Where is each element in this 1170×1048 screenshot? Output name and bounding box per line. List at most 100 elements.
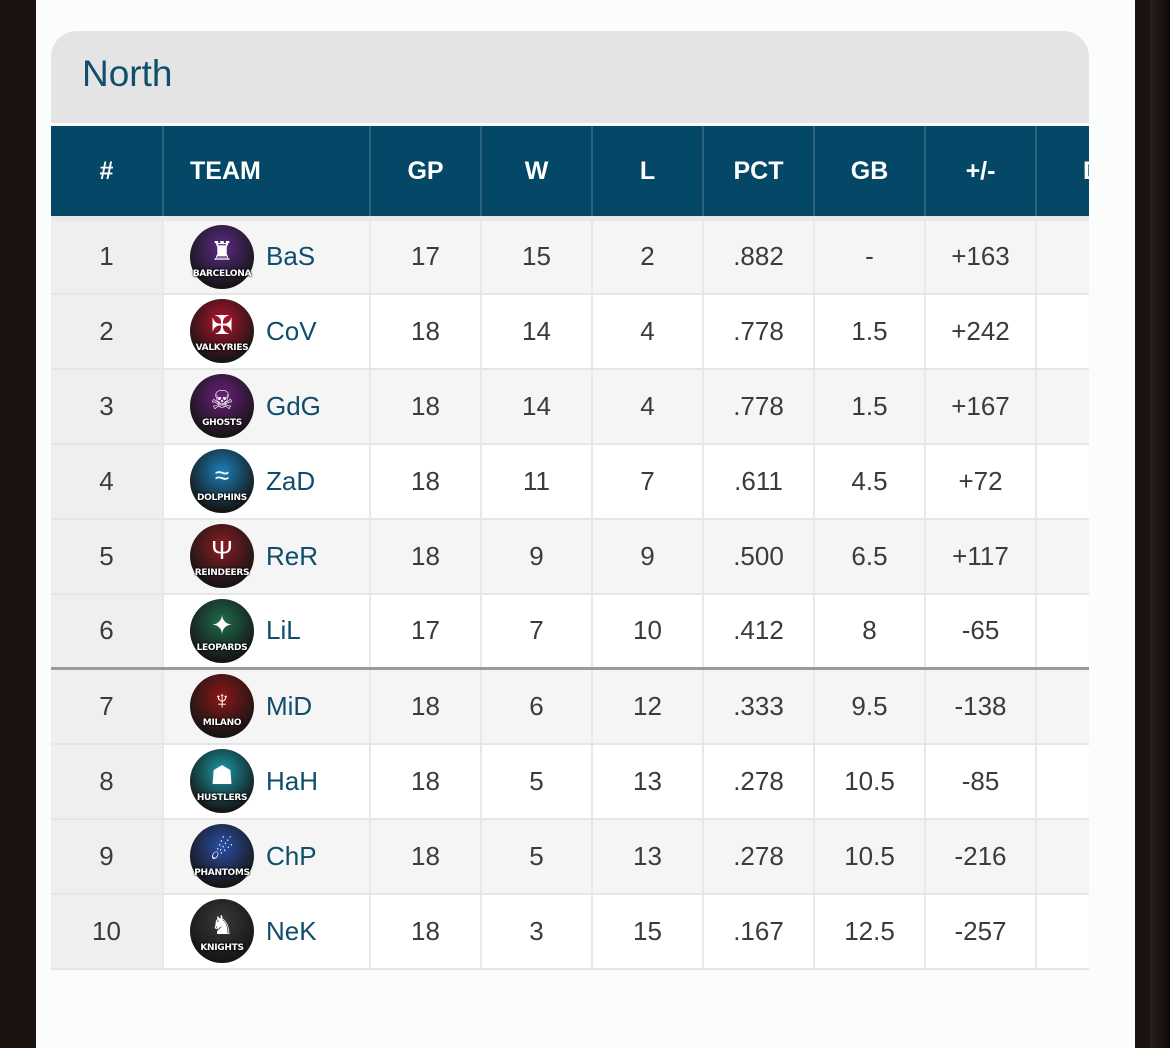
team-link[interactable]: ChP	[266, 840, 317, 871]
wins-cell: 5	[480, 743, 592, 820]
gp-cell: 18	[369, 743, 481, 820]
extra-cell	[1035, 293, 1089, 370]
table-row[interactable]: 4 ≈ DOLPHINS ZaD 18 11 7.611 4.5 +72	[51, 443, 1089, 520]
pct-cell: .412	[702, 593, 814, 670]
table-row[interactable]: 8 ☗ HUSTLERS HaH 18 5 13.278 10.5 -85	[51, 743, 1089, 820]
rank-cell: 3	[51, 368, 163, 445]
demon-icon: ♆ MILANO	[190, 674, 254, 739]
gb-cell: -	[813, 216, 925, 295]
team-cell: ♜ BARCELONA BaS	[162, 216, 370, 295]
logo-wordmark: VALKYRIES	[195, 343, 249, 353]
device-frame-edge	[1150, 0, 1170, 1048]
losses-cell: 13	[591, 818, 703, 895]
rank-cell: 4	[51, 443, 163, 520]
standings-screen: North # TEAM GP W L	[36, 0, 1135, 1048]
extra-cell	[1035, 593, 1089, 670]
diff-cell: +242	[924, 293, 1036, 370]
team-cell: ✠ VALKYRIES CoV	[162, 293, 370, 370]
wins-cell: 15	[480, 216, 592, 295]
losses-cell: 10	[591, 593, 703, 670]
pct-cell: .778	[702, 368, 814, 445]
gb-cell: 4.5	[813, 443, 925, 520]
losses-cell: 7	[591, 443, 703, 520]
rank-cell: 10	[51, 893, 163, 970]
logo-wordmark: REINDEERS	[194, 568, 250, 578]
extra-cell	[1035, 518, 1089, 595]
team-link[interactable]: ZaD	[266, 465, 316, 496]
col-gb-header[interactable]: GB	[813, 124, 925, 219]
ghost-icon: ☠ GHOSTS	[190, 374, 254, 438]
team-link[interactable]: NeK	[266, 915, 317, 946]
gp-cell: 18	[369, 293, 481, 370]
table-row[interactable]: 9 ☄ PHANTOMS ChP 18 5 13.278 10.5 -216	[51, 818, 1089, 895]
diff-cell: +167	[924, 368, 1036, 445]
team-link[interactable]: ReR	[266, 540, 319, 571]
table-row[interactable]: 7 ♆ MILANO MiD 18 6 12.333 9.5 -138	[51, 668, 1089, 745]
logo-wordmark: MILANO	[202, 718, 242, 729]
dolphin-icon: ≈ DOLPHINS	[190, 449, 254, 513]
wins-cell: 11	[480, 443, 592, 520]
logo-wordmark: KNIGHTS	[200, 943, 244, 953]
col-extra-header[interactable]: D	[1035, 124, 1089, 219]
gb-cell: 10.5	[813, 818, 925, 895]
wins-cell: 14	[480, 293, 592, 370]
table-row[interactable]: 5 Ψ REINDEERS ReR 18 9 9.500 6.5 +117	[51, 518, 1089, 595]
diff-cell: -257	[924, 893, 1036, 970]
team-link[interactable]: GdG	[266, 390, 321, 421]
table-row[interactable]: 1 ♜ BARCELONA BaS 17 15 2.882- +163	[51, 216, 1089, 295]
col-rank-header[interactable]: #	[51, 124, 163, 219]
pct-cell: .333	[702, 668, 814, 745]
knight-icon: ♞ KNIGHTS	[190, 899, 254, 963]
pct-cell: .167	[702, 893, 814, 970]
team-link[interactable]: BaS	[266, 241, 316, 272]
phantom-icon: ☄ PHANTOMS	[190, 824, 254, 888]
losses-cell: 13	[591, 743, 703, 820]
pct-cell: .500	[702, 518, 814, 595]
col-pct-header[interactable]: PCT	[702, 124, 814, 219]
losses-cell: 15	[591, 893, 703, 970]
team-cell: ☗ HUSTLERS HaH	[162, 743, 370, 820]
team-link[interactable]: MiD	[266, 690, 313, 721]
col-team-header[interactable]: TEAM	[162, 124, 370, 219]
losses-cell: 9	[591, 518, 703, 595]
col-gp-header[interactable]: GP	[369, 124, 481, 219]
team-link[interactable]: HaH	[266, 765, 319, 796]
diff-cell: +163	[924, 216, 1036, 295]
diff-cell: -65	[924, 593, 1036, 670]
rank-cell: 1	[51, 216, 163, 295]
losses-cell: 2	[591, 216, 703, 295]
wins-cell: 5	[480, 818, 592, 895]
table-row[interactable]: 10 ♞ KNIGHTS NeK 18 3 15.167 12.5 -257	[51, 893, 1089, 970]
wins-cell: 7	[480, 593, 592, 670]
logo-wordmark: PHANTOMS	[194, 868, 250, 878]
gp-cell: 18	[369, 443, 481, 520]
rank-cell: 7	[51, 668, 163, 745]
diff-cell: +117	[924, 518, 1036, 595]
team-cell: Ψ REINDEERS ReR	[162, 518, 370, 595]
rank-cell: 5	[51, 518, 163, 595]
division-header: North	[51, 31, 1089, 123]
extra-cell	[1035, 818, 1089, 895]
gb-cell: 12.5	[813, 893, 925, 970]
team-link[interactable]: CoV	[266, 315, 317, 346]
table-row[interactable]: 6 ✦ LEOPARDS LiL 17 7 10.412 8 -65	[51, 593, 1089, 670]
table-row[interactable]: 2 ✠ VALKYRIES CoV 18 14 4.778 1.5 +242	[51, 293, 1089, 370]
gp-cell: 18	[369, 668, 481, 745]
col-w-header[interactable]: W	[480, 124, 592, 219]
gb-cell: 1.5	[813, 293, 925, 370]
logo-wordmark: HUSTLERS	[196, 793, 248, 803]
division-title: North	[82, 53, 173, 94]
diff-cell: -138	[924, 668, 1036, 745]
col-diff-header[interactable]: +/-	[924, 124, 1036, 219]
gb-cell: 1.5	[813, 368, 925, 445]
wins-cell: 3	[480, 893, 592, 970]
col-l-header[interactable]: L	[591, 124, 703, 219]
shark-crest-icon: ♜ BARCELONA	[190, 224, 254, 289]
wins-cell: 14	[480, 368, 592, 445]
team-cell: ♆ MILANO MiD	[162, 668, 370, 745]
losses-cell: 4	[591, 368, 703, 445]
rank-cell: 9	[51, 818, 163, 895]
table-row[interactable]: 3 ☠ GHOSTS GdG 18 14 4.778 1.5 +167	[51, 368, 1089, 445]
pct-cell: .778	[702, 293, 814, 370]
team-link[interactable]: LiL	[266, 615, 301, 646]
